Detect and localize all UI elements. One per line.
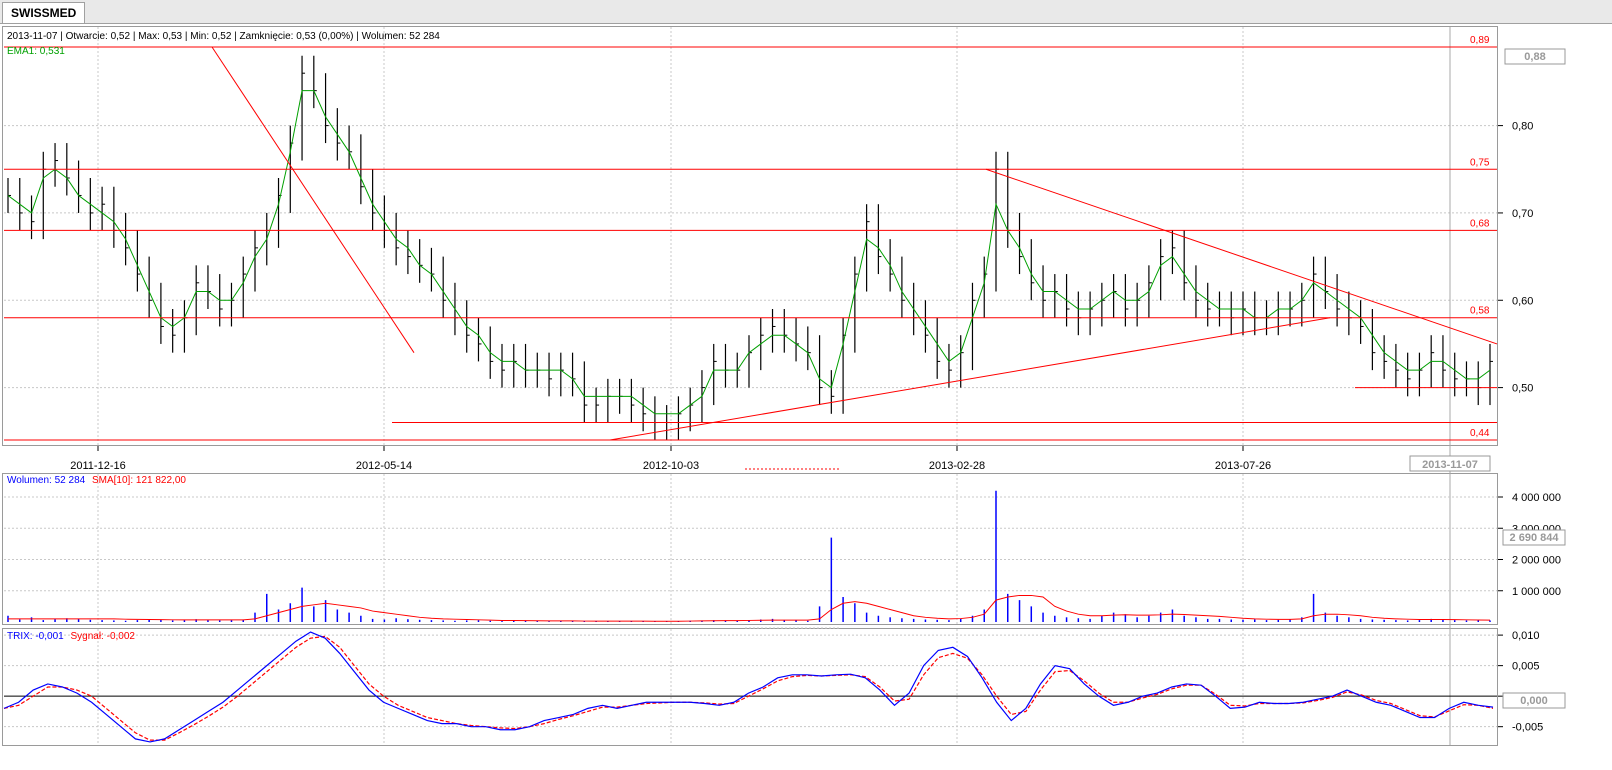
- trix-axis-label: -0,005: [1512, 722, 1543, 734]
- tab-bar: SWISSMED: [0, 0, 1612, 24]
- price-axis-label: 0,50: [1512, 383, 1533, 395]
- level-label: 0,58: [1470, 306, 1490, 317]
- volume-sma-line: [8, 594, 1491, 622]
- price-axis-label: 0,60: [1512, 295, 1533, 307]
- volume-current-label: 2 690 844: [1510, 532, 1560, 544]
- ema-legend: EMA1: 0,531: [7, 46, 65, 57]
- volume-axis-label: 2 000 000: [1512, 555, 1561, 567]
- level-label: 0,89: [1470, 35, 1490, 46]
- current-date-label: 2013-11-07: [1422, 459, 1478, 471]
- trix-legend: TRIX: -0,001 Sygnał: -0,002: [7, 631, 135, 642]
- trend-line-down: [211, 46, 415, 353]
- trix-axis-label: 0,010: [1512, 630, 1540, 642]
- trend-line-support: [609, 317, 1331, 441]
- level-label: 0,44: [1470, 428, 1490, 439]
- price-panel-frame: [2, 26, 1498, 446]
- level-label: 0,68: [1470, 218, 1490, 229]
- signal-line: [3, 635, 1494, 741]
- volume-current-box: [1502, 529, 1566, 546]
- date-tick-label: 2013-02-28: [929, 460, 985, 472]
- ohlc-info-line: 2013-11-07 | Otwarcie: 0,52 | Max: 0,53 …: [7, 31, 440, 42]
- current-date-box: [1409, 455, 1491, 472]
- date-tick-label: 2013-07-26: [1215, 460, 1271, 472]
- volume-legend-value: Wolumen: 52 284: [7, 475, 86, 486]
- volume-axis-label: 4 000 000: [1512, 492, 1561, 504]
- trix-current-box: [1502, 692, 1566, 709]
- date-tick-label: 2011-12-16: [70, 460, 125, 472]
- trix-current-label: 0,000: [1520, 695, 1548, 707]
- current-value-label: 0,88: [1524, 51, 1545, 63]
- volume-axis-label: 1 000 000: [1512, 586, 1561, 598]
- trix-legend-value: TRIX: -0,001: [7, 631, 64, 642]
- level-label: 0,75: [1470, 157, 1490, 168]
- date-tick-label: 2012-10-03: [643, 460, 699, 472]
- volume-legend: Wolumen: 52 284 SMA[10]: 121 822,00: [7, 475, 186, 486]
- trix-axis-label: 0,005: [1512, 661, 1540, 673]
- tab-swissmed[interactable]: SWISSMED: [2, 2, 86, 23]
- price-axis-label: 0,70: [1512, 208, 1533, 220]
- trix-line: [3, 631, 1494, 743]
- price-axis-label: 0,80: [1512, 121, 1533, 133]
- ema-line: [7, 90, 1491, 415]
- signal-legend-value: Sygnał: -0,002: [70, 631, 135, 642]
- date-tick-label: 2012-05-14: [356, 460, 412, 472]
- sma-legend-value: SMA[10]: 121 822,00: [91, 475, 186, 486]
- volume-panel-frame: [2, 473, 1498, 625]
- trend-line-resistance: [985, 168, 1498, 345]
- current-value-box: [1504, 48, 1566, 65]
